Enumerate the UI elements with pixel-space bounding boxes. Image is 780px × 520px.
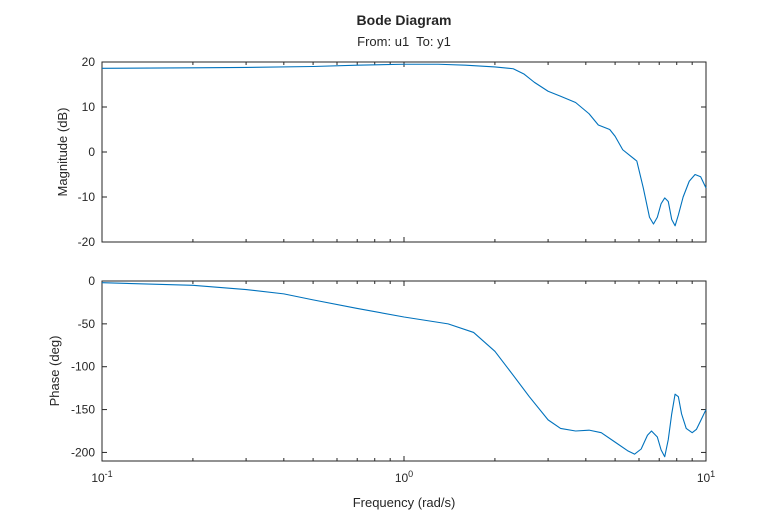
phase-ytick-label: 0 — [88, 274, 95, 288]
magnitude-panel: 20 10 0 -10 -20 Magnitude (dB) — [55, 55, 707, 249]
phase-panel: 0 -50 -100 -150 -200 Phase (deg) — [47, 274, 707, 462]
magnitude-axes-frame — [101, 61, 707, 243]
frequency-tick-label: 101 — [697, 469, 715, 485]
magnitude-ytick-label: 20 — [82, 55, 96, 69]
magnitude-curve — [101, 63, 707, 227]
phase-axes-frame — [101, 280, 707, 462]
phase-ytick-label: -50 — [78, 317, 96, 331]
phase-ytick-label: -150 — [71, 403, 95, 417]
chart-title: Bode Diagram — [357, 12, 452, 28]
frequency-axis-label: Frequency (rad/s) — [353, 495, 456, 510]
phase-curve — [101, 282, 707, 458]
frequency-tick-label: 100 — [395, 469, 413, 485]
frequency-tick-label: 10-1 — [91, 469, 112, 485]
magnitude-ytick-label: 0 — [88, 145, 95, 159]
magnitude-ytick-label: -10 — [78, 190, 96, 204]
chart-subtitle: From: u1 To: y1 — [357, 34, 451, 49]
magnitude-ytick-label: 10 — [82, 100, 96, 114]
phase-axis-label: Phase (deg) — [47, 336, 62, 407]
magnitude-axis-label: Magnitude (dB) — [55, 108, 70, 197]
phase-ytick-label: -100 — [71, 360, 95, 374]
phase-ytick-label: -200 — [71, 445, 95, 459]
magnitude-ytick-label: -20 — [78, 235, 96, 249]
